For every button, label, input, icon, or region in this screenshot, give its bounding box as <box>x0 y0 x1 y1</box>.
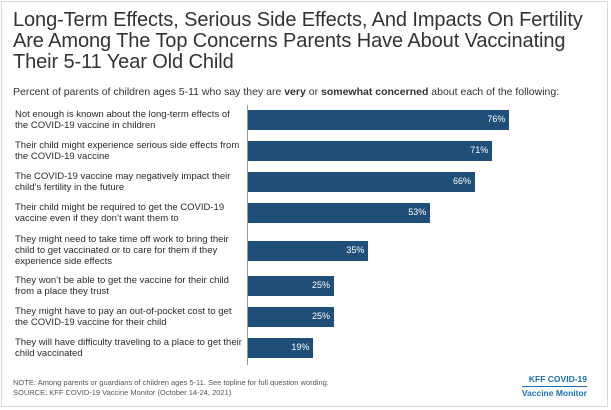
chart-title: Long-Term Effects, Serious Side Effects,… <box>13 9 583 73</box>
chart-footnote: NOTE: Among parents or guardians of chil… <box>13 378 329 398</box>
note-text: NOTE: Among parents or guardians of chil… <box>13 378 329 387</box>
bar <box>248 203 431 223</box>
bar <box>248 240 369 261</box>
category-label: The COVID-19 vaccine may negatively impa… <box>15 171 231 193</box>
logo-line-2: Vaccine Monitor <box>521 388 587 398</box>
bar-value-label: 66% <box>453 176 472 186</box>
category-label: Their child might be required to get the… <box>15 202 225 224</box>
subtitle-suffix: about each of the following: <box>428 86 560 98</box>
source-text: SOURCE: KFF COVID-19 Vaccine Monitor (Oc… <box>13 388 232 397</box>
bar <box>248 307 334 327</box>
bar-value-label: 25% <box>311 311 330 321</box>
bar <box>248 276 334 296</box>
logo-underline <box>521 386 587 387</box>
bar <box>248 338 314 358</box>
bar <box>248 110 510 130</box>
logo-line-1: KFF COVID-19 <box>528 374 587 384</box>
bar <box>248 172 476 192</box>
kff-logo: KFF COVID-19 Vaccine Monitor <box>521 374 587 399</box>
category-label: They will have difficulty traveling to a… <box>15 337 242 359</box>
bar-value-label: 53% <box>408 207 427 217</box>
bar-value-label: 25% <box>311 280 330 290</box>
subtitle-very: very <box>284 86 306 98</box>
category-label: Their child might experience serious sid… <box>15 140 240 162</box>
chart-subtitle: Percent of parents of children ages 5-11… <box>13 86 603 99</box>
category-axis-line <box>247 105 248 365</box>
category-label: They might need to take time off work to… <box>15 234 229 267</box>
bar <box>248 141 493 161</box>
subtitle-or: or <box>305 86 321 98</box>
bar-value-label: 35% <box>346 244 365 255</box>
bar-value-label: 19% <box>291 342 310 352</box>
category-label: They won’t be able to get the vaccine fo… <box>15 275 229 297</box>
bar-value-label: 76% <box>487 114 506 124</box>
category-label: Not enough is known about the long-term … <box>15 109 230 131</box>
subtitle-prefix: Percent of parents of children ages 5-11… <box>13 86 285 98</box>
subtitle-somewhat: somewhat concerned <box>321 86 429 98</box>
category-label: They might have to pay an out-of-pocket … <box>15 306 232 328</box>
bar-value-label: 71% <box>470 145 489 155</box>
